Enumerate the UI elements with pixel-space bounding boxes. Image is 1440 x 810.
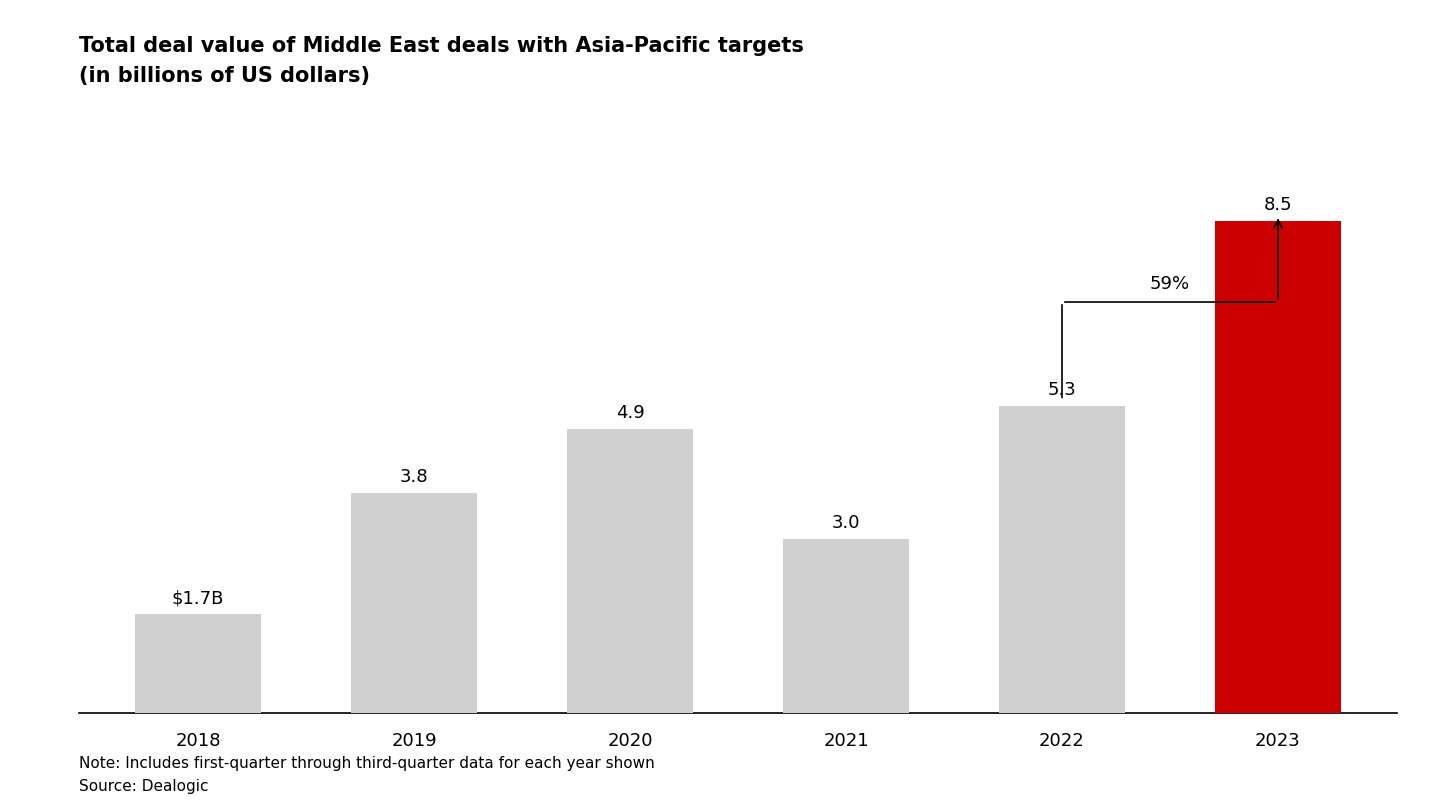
Text: (in billions of US dollars): (in billions of US dollars) xyxy=(79,66,370,87)
Text: 5.3: 5.3 xyxy=(1048,382,1076,399)
Text: Note: Includes first-quarter through third-quarter data for each year shown: Note: Includes first-quarter through thi… xyxy=(79,756,655,771)
Bar xyxy=(567,429,693,713)
Text: Total deal value of Middle East deals with Asia-Pacific targets: Total deal value of Middle East deals wi… xyxy=(79,36,804,57)
Text: 59%: 59% xyxy=(1151,275,1189,293)
Text: Source: Dealogic: Source: Dealogic xyxy=(79,778,209,794)
Bar xyxy=(135,615,261,713)
Text: $1.7B: $1.7B xyxy=(171,590,225,608)
Text: 3.0: 3.0 xyxy=(832,514,860,532)
Bar xyxy=(351,493,477,713)
Text: 4.9: 4.9 xyxy=(616,404,644,422)
Bar xyxy=(783,539,909,713)
Bar xyxy=(999,406,1125,713)
Bar xyxy=(1215,221,1341,713)
Text: 8.5: 8.5 xyxy=(1264,196,1292,214)
Text: 3.8: 3.8 xyxy=(400,468,428,486)
